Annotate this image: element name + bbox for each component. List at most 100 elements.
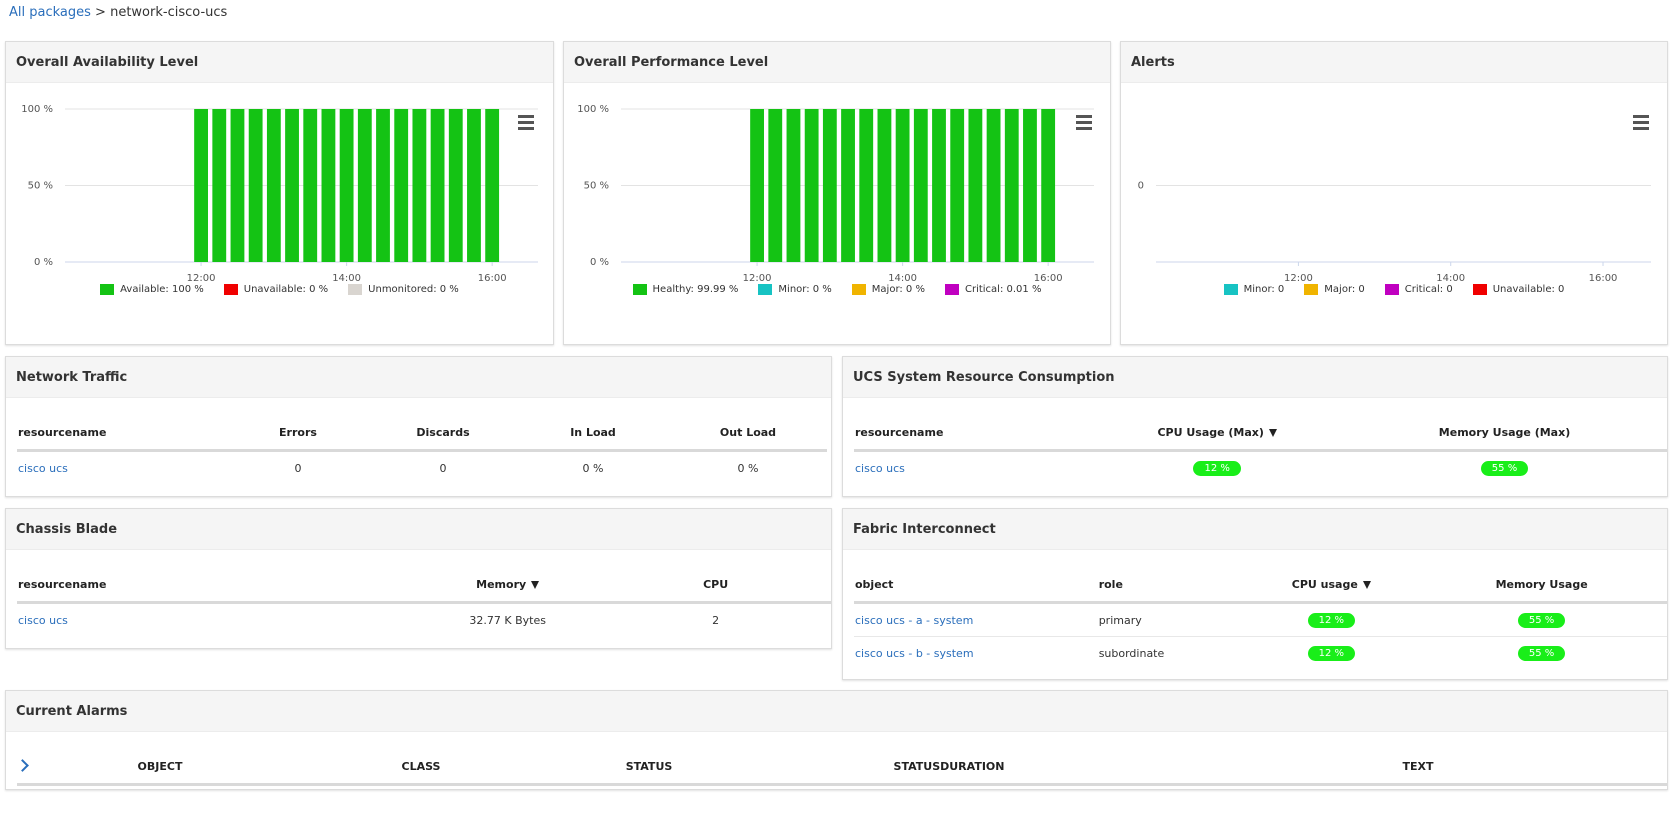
legend-label: Unavailable: 0 % [243,284,329,295]
table-cell: cisco ucs [17,603,415,637]
column-header: STATUSDURATION [729,749,1169,786]
cell-text: 0 % [737,461,759,475]
table-head: resourcename Errors Discards In Load Out Loa… [17,415,827,452]
legend-swatch [758,284,773,295]
bar [394,109,409,262]
column-header-text: object [855,577,894,591]
column-header-text: TEXT [1402,759,1434,773]
bar [986,109,1001,262]
column-header: CPU [600,567,831,604]
column-header-text: Errors [279,425,317,439]
table: object role CPU usage Memory Usage cisco ucs… [854,567,1667,669]
column-header-text: resourcename [18,425,107,439]
x-tick-label: 14:00 [888,273,917,284]
panel-title: Network Traffic [6,357,831,398]
column-header: role [1097,567,1247,604]
legend-swatch [1304,284,1319,295]
header-row: object role CPU usage Memory Usage [854,567,1667,604]
legend-item: Available: 100 % [100,284,204,295]
menu-icon-bar [1633,127,1649,130]
menu-icon-bar [1076,115,1092,118]
legend-label: Major: 0 % [871,284,925,295]
column-header-text: STATUSDURATION [893,759,1005,773]
fabric-interconnect-panel: Fabric Interconnect object role CPU usage M… [842,508,1668,680]
table-cell: primary [1097,602,1247,637]
column-header-text: resourcename [18,577,107,591]
table-cell: 0 [227,451,369,485]
table-cell: 12 % [1092,451,1342,485]
table: resourcename Memory CPU cisco ucs 32.77 K By… [17,567,831,636]
bar [376,109,390,262]
x-tick-label: 16:00 [478,273,507,284]
table-cell: 55 % [1416,637,1667,670]
bar [950,109,965,262]
column-header: object [854,567,1098,604]
bar [266,109,281,262]
expand-header[interactable] [16,749,47,786]
table-wrap: resourcename Errors Discards In Load Out Loa… [17,415,827,484]
column-header: STATUS [569,749,729,786]
bar [485,109,500,262]
legend-item: Minor: 0 [1223,284,1285,295]
table-row: cisco ucs 32.77 K Bytes 2 [17,603,831,637]
usage-badge: 55 % [1517,645,1566,661]
bar [768,109,783,262]
panel-title: Overall Performance Level [564,42,1110,83]
legend-label: Critical: 0.01 % [964,284,1042,295]
table: resourcename Errors Discards In Load Out Loa… [17,415,827,484]
menu-icon-bar [1076,121,1092,124]
cell-text: 0 % [582,461,604,475]
header-row: resourcename Errors Discards In Load Out Loa… [17,415,827,452]
bar [932,109,946,262]
header-row: resourcename Memory CPU [17,567,831,604]
table-body: cisco ucs 32.77 K Bytes 2 [17,603,831,637]
sort-icon [531,580,540,589]
bar [248,109,263,262]
y-tick-label: 50 % [584,181,609,192]
bar [430,109,445,262]
x-tick-label: 14:00 [1436,273,1465,284]
column-header: Discards [369,415,517,452]
x-tick-label: 12:00 [187,273,216,284]
bar [467,109,481,262]
table-cell: 55 % [1342,451,1667,485]
menu-icon-bar [518,115,534,118]
column-header: CPU usage [1246,567,1417,604]
bar [412,109,427,262]
column-header-text: OBJECT [137,759,183,773]
alerts-panel: Alerts 0 12:00 14:00 16:00 Minor: 0 Major: 0 C… [1120,41,1668,345]
resource-link[interactable]: cisco ucs - a - system [855,613,974,627]
table-wrap: resourcename Memory CPU cisco ucs 32.77 K By… [17,567,831,636]
chart: 0 % 50 % 100 % 12:00 14:00 16:00 [577,104,1094,284]
legend-item: Minor: 0 % [758,284,832,295]
menu-icon-bar [518,127,534,130]
column-header-text: CPU [703,577,729,591]
bar [194,109,208,262]
breadcrumb-current: network-cisco-ucs [110,5,228,20]
resource-link[interactable]: cisco ucs [18,613,68,627]
column-header-text: role [1098,577,1123,591]
y-tick-label: 100 % [21,104,53,115]
resource-link[interactable]: cisco ucs - b - system [855,646,974,660]
table-cell: 2 [600,603,831,637]
legend-swatch [851,284,866,295]
panel-title: UCS System Resource Consumption [843,357,1667,398]
table-wrap: object role CPU usage Memory Usage cisco ucs… [854,567,1667,669]
table: OBJECT CLASS STATUS STATUSDURATION TEXT [16,749,1667,786]
column-header-text: resourcename [855,425,944,439]
breadcrumb-link[interactable]: All packages [9,5,91,20]
resource-link[interactable]: cisco ucs [18,461,68,475]
resource-link[interactable]: cisco ucs [855,461,905,475]
y-tick-label: 0 % [590,257,609,268]
legend: Healthy: 99.99 % Minor: 0 % Major: 0 % Crit… [564,284,1110,295]
bar [877,109,892,262]
column-header-text: CPU Usage (Max) [1157,425,1264,439]
legend-swatch [223,284,238,295]
table-row: cisco ucs - a - system primary 12 % 55 % [854,602,1667,637]
legend-item: Major: 0 % [851,284,925,295]
legend-label: Minor: 0 [1243,284,1285,295]
bar [303,109,318,262]
chart: 0 % 50 % 100 % 12:00 14:00 16:00 [21,104,538,284]
legend-label: Available: 100 % [120,284,204,295]
chart: 0 12:00 14:00 16:00 [1138,115,1651,284]
